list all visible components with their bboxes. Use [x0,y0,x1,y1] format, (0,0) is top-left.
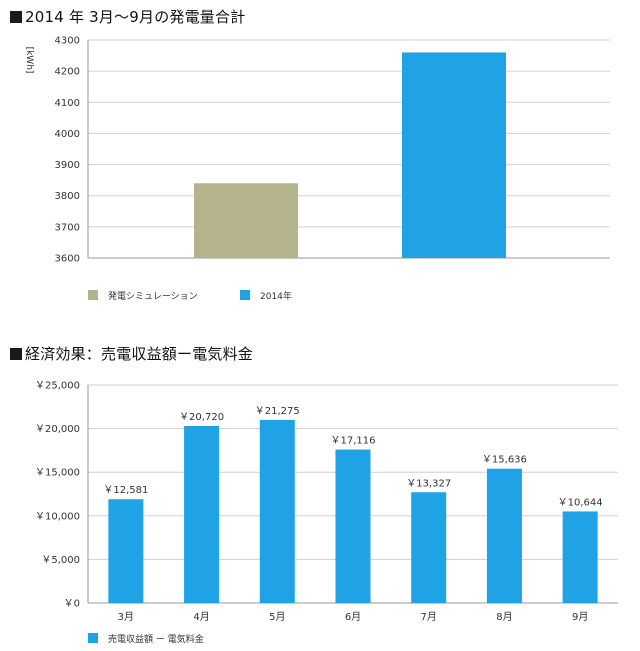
y-tick-label: ￥0 [64,599,80,610]
bar [194,183,298,258]
y-axis-unit-label: [kWh] [24,47,34,74]
bar [562,511,598,603]
y-tick-label: ￥15,000 [35,468,80,479]
legend-label: 2014年 [260,290,292,302]
data-label: ￥13,327 [406,478,451,489]
legend-swatch [88,290,98,300]
x-tick-label: 3月 [118,611,134,623]
x-tick-label: 8月 [496,611,512,623]
bar [411,492,447,603]
data-label: ￥10,644 [558,497,603,508]
data-label: ￥17,116 [331,436,376,447]
chart1-title-text: 2014 年 3月〜9月の発電量合計 [25,8,246,26]
chart2-title: 経済効果：売電収益額ー電気料金 [10,343,253,364]
legend-label: 発電シミュレーション [108,290,198,302]
legend-swatch [240,290,250,300]
bar [402,52,506,259]
y-tick-label: 3700 [55,222,80,233]
legend-swatch [88,633,98,643]
generation-chart: 3600 3700 3800 3900 4000 4100 4200 4300 [kWh] 発電シ… [24,36,610,302]
data-label: ￥21,275 [255,406,300,417]
x-tick-label: 4月 [193,611,209,623]
y-tick-label: 4200 [55,67,80,78]
x-tick-label: 6月 [345,611,361,623]
x-tick-label: 5月 [269,611,285,623]
y-tick-label: ￥25,000 [35,381,80,392]
y-tick-label: ￥20,000 [35,424,80,435]
chart2-title-text: 経済効果：売電収益額ー電気料金 [25,345,254,363]
bar [259,419,295,603]
title-square-icon [10,11,22,23]
x-tick-label: 9月 [572,611,588,623]
y-tick-label: ￥10,000 [35,511,80,522]
y-tick-label: 4100 [55,98,80,109]
bar [184,425,220,603]
x-tick-label: 7月 [421,611,437,623]
y-tick-label: 3900 [55,160,80,171]
y-tick-label: 4300 [55,36,80,47]
data-label: ￥20,720 [179,412,224,423]
legend-label: 売電収益額 ー 電気料金 [108,633,204,645]
y-tick-label: ￥5,000 [41,555,80,566]
y-tick-label: 4000 [55,129,80,140]
y-tick-label: 3800 [55,191,80,202]
y-tick-label: 3600 [55,254,80,265]
data-label: ￥12,581 [103,485,148,496]
data-label: ￥15,636 [482,455,527,466]
bar [108,499,144,603]
bar [486,468,522,603]
title-square-icon [10,348,22,360]
chart1-title: 2014 年 3月〜9月の発電量合計 [10,6,245,27]
bar [335,449,371,603]
